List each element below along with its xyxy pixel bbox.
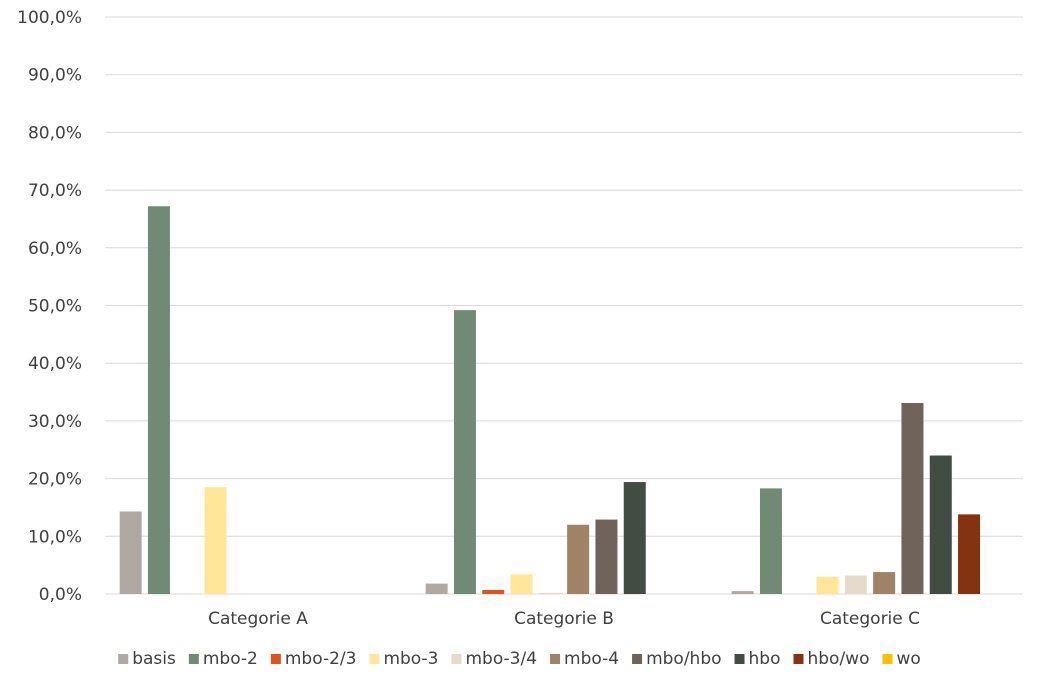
bar-mbo-2-2 (453, 310, 476, 594)
legend-swatch (188, 654, 199, 664)
legend-swatch (369, 654, 380, 664)
legend-label: wo (896, 649, 920, 669)
y-tick-label: 10,0% (28, 527, 82, 547)
legend-label: mbo-3/4 (465, 649, 537, 669)
legend-swatch (451, 654, 462, 664)
legend-label: mbo-2/3 (285, 649, 357, 669)
legend-item: mbo/hbo (632, 649, 722, 669)
y-tick-label: 40,0% (28, 354, 82, 374)
bar-mbo-3-1 (204, 487, 227, 594)
legend-swatch (118, 654, 129, 664)
bar-basis-3 (731, 591, 754, 594)
y-tick-label: 100,0% (17, 8, 82, 28)
legend-swatch (882, 654, 893, 664)
bar-mbo-4-2 (567, 524, 590, 594)
legend-swatch (270, 654, 281, 664)
legend-label: mbo-3 (383, 649, 438, 669)
legend-item: wo (882, 649, 921, 669)
bar-mbo-4-3 (873, 572, 896, 594)
legend-item: mbo-3 (369, 649, 438, 669)
bar-mbo-3-4-3 (844, 575, 867, 594)
y-axis-tick-labels: 0,0% 10,0% 20,0% 30,0% 40,0% 50,0% 60,0% 70,0% 8… (17, 8, 82, 605)
y-tick-label: 20,0% (28, 470, 82, 490)
legend-label: mbo-4 (564, 649, 619, 669)
legend-swatch (734, 654, 745, 664)
bar-mbo-3-3 (816, 576, 839, 594)
y-tick-label: 0,0% (39, 585, 82, 605)
bar-mbo-2-1 (147, 206, 170, 595)
y-tick-label: 70,0% (28, 181, 82, 201)
y-tick-label: 50,0% (28, 297, 82, 317)
x-axis-category-labels: Categorie A Categorie B Categorie C (208, 609, 920, 629)
legend: basis mbo-2 mbo-2/3 mbo-3 mbo-3/4 mbo-4 mbo/hb… (118, 649, 921, 669)
legend-swatch (550, 654, 561, 664)
y-tick-label: 80,0% (28, 123, 82, 143)
category-label: Categorie A (208, 609, 308, 629)
bar-basis-1 (119, 511, 142, 594)
bar-mbo-2-3-2 (482, 589, 505, 594)
legend-item: hbo (734, 649, 781, 669)
category-label: Categorie B (514, 609, 614, 629)
bar-mbo-3-4-2 (538, 592, 561, 594)
legend-label: basis (132, 649, 176, 669)
legend-label: mbo-2 (203, 649, 258, 669)
legend-item: hbo/wo (793, 649, 869, 669)
bar-hbo-3 (929, 455, 952, 594)
y-tick-label: 30,0% (28, 412, 82, 432)
legend-item: mbo-2 (188, 649, 258, 669)
y-tick-label: 90,0% (28, 66, 82, 86)
gridlines (105, 16, 1023, 595)
bars (119, 206, 981, 595)
legend-item: mbo-2/3 (270, 649, 357, 669)
legend-item: basis (118, 649, 176, 669)
bar-mbo-hbo-2 (595, 519, 618, 594)
category-label: Categorie C (820, 609, 920, 629)
bar-hbo-2 (623, 482, 646, 594)
legend-label: hbo (749, 649, 781, 669)
bar-basis-2 (425, 583, 448, 594)
legend-label: hbo/wo (807, 649, 869, 669)
y-tick-label: 60,0% (28, 239, 82, 259)
bar-hbo-wo-3 (958, 514, 981, 594)
legend-label: mbo/hbo (646, 649, 721, 669)
bar-mbo-2-3 (759, 488, 782, 594)
bar-mbo-3-2 (510, 574, 533, 594)
legend-item: mbo-3/4 (451, 649, 537, 669)
legend-swatch (632, 654, 643, 664)
legend-swatch (793, 654, 804, 664)
bar-mbo-hbo-3 (901, 403, 924, 594)
legend-item: mbo-4 (550, 649, 619, 669)
